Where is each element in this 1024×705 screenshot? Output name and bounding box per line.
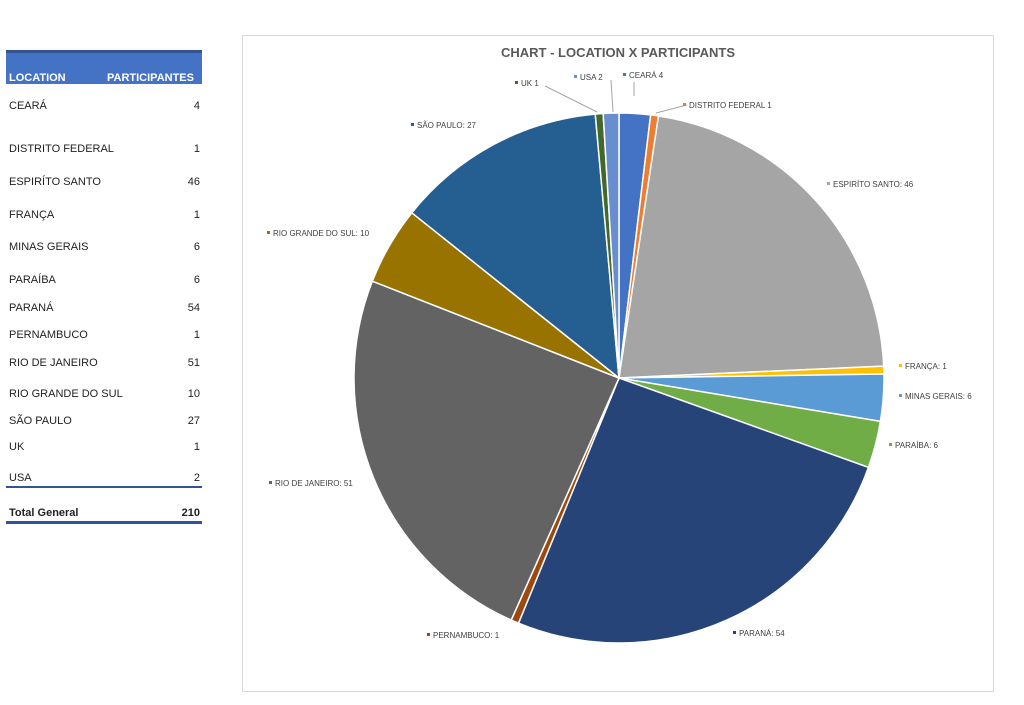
row-location: SÃO PAULO <box>9 415 72 427</box>
row-participants: 6 <box>193 274 200 286</box>
row-participants: 6 <box>193 241 200 253</box>
row-participants: 46 <box>187 176 200 188</box>
data-label: CEARÁ 4 <box>629 71 664 80</box>
data-label-marker <box>427 633 430 636</box>
pie-chart-svg: CEARÁ 4 DISTRITO FEDERAL 1 ESPIRÍTO SANTO:… <box>267 71 972 644</box>
row-participants: 2 <box>193 472 200 484</box>
row-location: ESPIRÍTO SANTO <box>9 176 101 188</box>
table-row: PARAÍBA 6 <box>6 272 202 288</box>
data-label-marker <box>411 123 414 126</box>
table-row: CEARÁ 4 <box>6 98 202 114</box>
data-label-marker <box>827 182 830 185</box>
table-row: SÃO PAULO 27 <box>6 413 202 429</box>
row-participants: 1 <box>193 329 200 341</box>
row-participants: 1 <box>193 143 200 155</box>
pie-slice <box>410 113 620 380</box>
total-value: 210 <box>181 507 200 519</box>
row-location: MINAS GERAIS <box>9 241 89 253</box>
table-row: RIO DE JANEIRO 51 <box>6 355 202 371</box>
label-leader-line <box>544 85 598 113</box>
data-label: UK 1 <box>521 79 539 88</box>
row-location: CEARÁ <box>9 100 47 112</box>
row-location: UK <box>9 441 25 453</box>
pie-chart: CHART - LOCATION X PARTICIPANTS CEARÁ 4 D… <box>242 35 994 692</box>
row-participants: 51 <box>187 357 200 369</box>
label-leader-line <box>655 104 688 114</box>
table-header: LOCATION PARTICIPANTES <box>6 50 202 84</box>
data-label: RIO GRANDE DO SUL: 10 <box>273 229 370 238</box>
table-row: PARANÁ 54 <box>6 300 202 316</box>
table-row: RIO GRANDE DO SUL 10 <box>6 386 202 402</box>
table-total-row: Total General 210 <box>6 505 202 524</box>
data-label-marker <box>267 231 270 234</box>
row-participants: 27 <box>187 415 200 427</box>
label-leader-line <box>610 79 614 113</box>
row-location: PERNAMBUCO <box>9 329 88 341</box>
data-label-marker <box>269 481 272 484</box>
table-row: MINAS GERAIS 6 <box>6 239 202 255</box>
pie-slice <box>602 112 620 379</box>
row-participants: 1 <box>193 209 200 221</box>
row-participants: 1 <box>193 441 200 453</box>
data-label: PERNAMBUCO: 1 <box>433 631 500 640</box>
data-label-marker <box>574 75 577 78</box>
row-location: RIO GRANDE DO SUL <box>9 388 123 400</box>
data-label-marker <box>899 394 902 397</box>
table-row: DISTRITO FEDERAL 1 <box>6 141 202 157</box>
table-row: PERNAMBUCO 1 <box>6 327 202 343</box>
header-participants: PARTICIPANTES <box>107 72 194 84</box>
table-row: ESPIRÍTO SANTO 46 <box>6 174 202 190</box>
data-label: SÃO PAULO: 27 <box>417 121 477 130</box>
table-row: FRANÇA 1 <box>6 207 202 223</box>
pie-slice <box>517 377 870 644</box>
data-label: FRANÇA: 1 <box>905 362 947 371</box>
data-label-marker <box>899 364 902 367</box>
data-label-marker <box>623 73 626 76</box>
row-participants: 4 <box>193 100 200 112</box>
data-label-marker <box>515 81 518 84</box>
row-location: PARANÁ <box>9 302 54 314</box>
data-label: PARAÍBA: 6 <box>895 441 939 450</box>
row-location: FRANÇA <box>9 209 55 221</box>
pie-slice <box>618 115 885 379</box>
row-location: DISTRITO FEDERAL <box>9 143 114 155</box>
table-row: UK 1 <box>6 439 202 455</box>
pie-slice <box>353 280 621 622</box>
data-label: ESPIRÍTO SANTO: 46 <box>833 180 914 189</box>
table-row: USA 2 <box>6 470 202 488</box>
data-label-marker <box>683 103 686 106</box>
total-label: Total General <box>9 507 79 519</box>
location-table: LOCATION PARTICIPANTES CEARÁ 4 DISTRITO FE… <box>6 50 202 524</box>
row-location: USA <box>9 472 32 484</box>
data-label: MINAS GERAIS: 6 <box>905 392 972 401</box>
data-label: RIO DE JANEIRO: 51 <box>275 479 353 488</box>
data-label: USA 2 <box>580 73 603 82</box>
row-participants: 54 <box>187 302 200 314</box>
data-label: PARANÁ: 54 <box>739 629 785 638</box>
row-location: PARAÍBA <box>9 274 56 286</box>
row-location: RIO DE JANEIRO <box>9 357 98 369</box>
data-label-marker <box>889 443 892 446</box>
data-label-marker <box>733 631 736 634</box>
header-location: LOCATION <box>9 72 66 84</box>
data-label: DISTRITO FEDERAL 1 <box>689 101 772 110</box>
row-participants: 10 <box>187 388 200 400</box>
chart-title: CHART - LOCATION X PARTICIPANTS <box>501 45 735 60</box>
